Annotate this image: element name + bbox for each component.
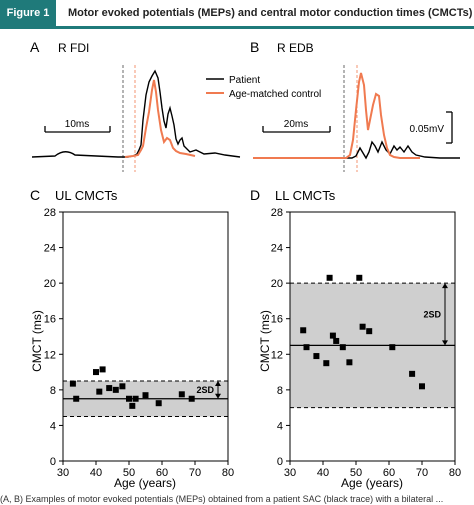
panel-c-letter: C bbox=[30, 187, 40, 203]
panel-a-control-trace bbox=[124, 79, 196, 158]
panel-d-xtick-label: 70 bbox=[416, 467, 428, 479]
panel-c-ytick-label: 4 bbox=[50, 420, 56, 432]
panel-d-data-point bbox=[366, 328, 373, 335]
panel-c-data-point bbox=[178, 391, 185, 398]
panel-c-xtick-label: 30 bbox=[57, 467, 69, 479]
panel-d-data-point bbox=[326, 274, 333, 281]
panel-d-data-point bbox=[346, 359, 353, 366]
panel-c-data-point bbox=[112, 386, 119, 393]
panel-d-data-point bbox=[313, 353, 320, 360]
panel-d-data-point bbox=[339, 344, 346, 351]
panel-d-plot-frame bbox=[289, 211, 456, 462]
panel-c-data-point bbox=[132, 395, 139, 402]
panel-d-xtick-label: 50 bbox=[350, 467, 362, 479]
panel-d-xtick-label: 60 bbox=[383, 467, 395, 479]
panel-b-amplitude-scale-label: 0.05mV bbox=[410, 124, 445, 135]
panel-d-data-point bbox=[333, 337, 340, 344]
panel-a-time-scale-label: 10ms bbox=[65, 119, 89, 130]
panel-c-title: UL CMCTs bbox=[55, 188, 118, 203]
panel-c-ytick-label: 24 bbox=[44, 243, 56, 255]
panel-c-ytick-label: 8 bbox=[50, 385, 56, 397]
panel-d-ytick-label: 20 bbox=[271, 278, 283, 290]
panel-d-2sd-arrow-head-top bbox=[442, 283, 448, 289]
legend-control-label: Age-matched control bbox=[229, 89, 321, 100]
panel-c-xtick-label: 80 bbox=[222, 467, 234, 479]
panel-d-xtick-label: 40 bbox=[317, 467, 329, 479]
panel-c-2sd-label: 2SD bbox=[196, 385, 214, 395]
panel-d-letter: D bbox=[250, 187, 260, 203]
panel-c-data-point bbox=[142, 392, 149, 399]
figure-title: Motor evoked potentials (MEPs) and centr… bbox=[68, 7, 473, 19]
panel-c-data-point bbox=[99, 366, 106, 373]
panel-a-patient-trace bbox=[31, 69, 241, 158]
panel-c-xtick-label: 40 bbox=[90, 467, 102, 479]
panel-d-ytick-label: 12 bbox=[271, 349, 283, 361]
panel-c-ytick-label: 12 bbox=[44, 349, 56, 361]
panel-c-ytick-label: 20 bbox=[44, 278, 56, 290]
panel-c-xtick-label: 70 bbox=[189, 467, 201, 479]
panel-d-data-point bbox=[409, 370, 416, 377]
panel-c-plot-frame bbox=[62, 211, 229, 462]
panel-d-data-point bbox=[303, 344, 310, 351]
panel-c-xtick-label: 50 bbox=[123, 467, 135, 479]
panel-d-data-point bbox=[356, 274, 363, 281]
panel-c-ytick-label: 0 bbox=[50, 456, 56, 468]
panel-d-ytick-label: 28 bbox=[271, 207, 283, 219]
panel-c-xlabel: Age (years) bbox=[114, 476, 176, 490]
panel-a: A R FDI 10ms Patient Age-matched control bbox=[30, 39, 321, 172]
panel-c-2sd-arrow-head-bottom bbox=[215, 393, 221, 399]
figure-tag: Figure 1 bbox=[0, 0, 56, 26]
panel-b-patient-trace bbox=[253, 140, 460, 160]
panel-c-data-point bbox=[126, 395, 132, 402]
panel-d-data-point bbox=[329, 332, 336, 339]
panel-c-plot: 2SD 30 40 50 60 70 80 0 4 8 12 16 20 24 28 bbox=[44, 207, 234, 479]
panel-b-time-scale-label: 20ms bbox=[284, 119, 308, 130]
panel-d-data-point bbox=[359, 323, 366, 330]
panel-d-data-point bbox=[389, 344, 396, 351]
panel-d-ytick-label: 16 bbox=[271, 314, 283, 326]
panel-c-data-point bbox=[106, 385, 113, 392]
panel-c-xtick-label: 60 bbox=[156, 467, 168, 479]
panel-a-title: R FDI bbox=[58, 41, 89, 55]
panel-b-title: R EDB bbox=[277, 41, 314, 55]
panel-c-data-point bbox=[188, 395, 195, 402]
panel-c-data-point bbox=[93, 369, 99, 376]
figure-caption: (A, B) Examples of motor evoked potentia… bbox=[0, 494, 444, 504]
panel-d-ytick-label: 4 bbox=[277, 420, 283, 432]
panel-c-ylabel: CMCT (ms) bbox=[30, 310, 44, 372]
panel-a-letter: A bbox=[30, 39, 40, 55]
panel-c-data-point bbox=[119, 383, 126, 390]
panel-c-data-point bbox=[73, 395, 80, 402]
panel-d-xtick-label: 80 bbox=[449, 467, 461, 479]
panel-d-xtick-label: 30 bbox=[284, 467, 296, 479]
panel-d-data-point bbox=[300, 327, 307, 334]
panel-c-ytick-label: 16 bbox=[44, 314, 56, 326]
panel-d-ytick-label: 0 bbox=[277, 456, 283, 468]
panel-b-letter: B bbox=[250, 39, 259, 55]
panel-d-xlabel: Age (years) bbox=[341, 476, 403, 490]
panel-b: B R EDB 20ms 0.05mV bbox=[250, 39, 460, 172]
panel-d-ytick-label: 24 bbox=[271, 243, 283, 255]
panel-d-ylabel: CMCT (ms) bbox=[258, 310, 272, 372]
panel-d-title: LL CMCTs bbox=[275, 188, 336, 203]
panel-c-data-point bbox=[129, 402, 136, 409]
panel-c-ytick-label: 28 bbox=[44, 207, 56, 219]
legend-patient-label: Patient bbox=[229, 75, 260, 86]
figure-canvas: A R FDI 10ms Patient Age-matched control… bbox=[30, 39, 461, 490]
panel-d-2sd-arrow-head-bottom bbox=[442, 340, 448, 346]
panel-c-data-point bbox=[96, 388, 103, 395]
panel-d-data-point bbox=[419, 383, 425, 390]
panel-d-plot: 2SD 30 40 50 60 70 80 0 4 8 12 16 20 24 28 bbox=[271, 207, 461, 479]
panel-b-control-trace bbox=[253, 72, 420, 159]
panel-c-data-point bbox=[155, 400, 162, 407]
panel-c-data-point bbox=[69, 380, 76, 387]
panel-d-data-point bbox=[323, 360, 330, 367]
figure-header: Figure 1 Motor evoked potentials (MEPs) … bbox=[0, 0, 474, 29]
panel-c-2sd-arrow-head-top bbox=[215, 380, 221, 386]
panel-d-ytick-label: 8 bbox=[277, 385, 283, 397]
panel-d-2sd-label: 2SD bbox=[423, 309, 441, 319]
